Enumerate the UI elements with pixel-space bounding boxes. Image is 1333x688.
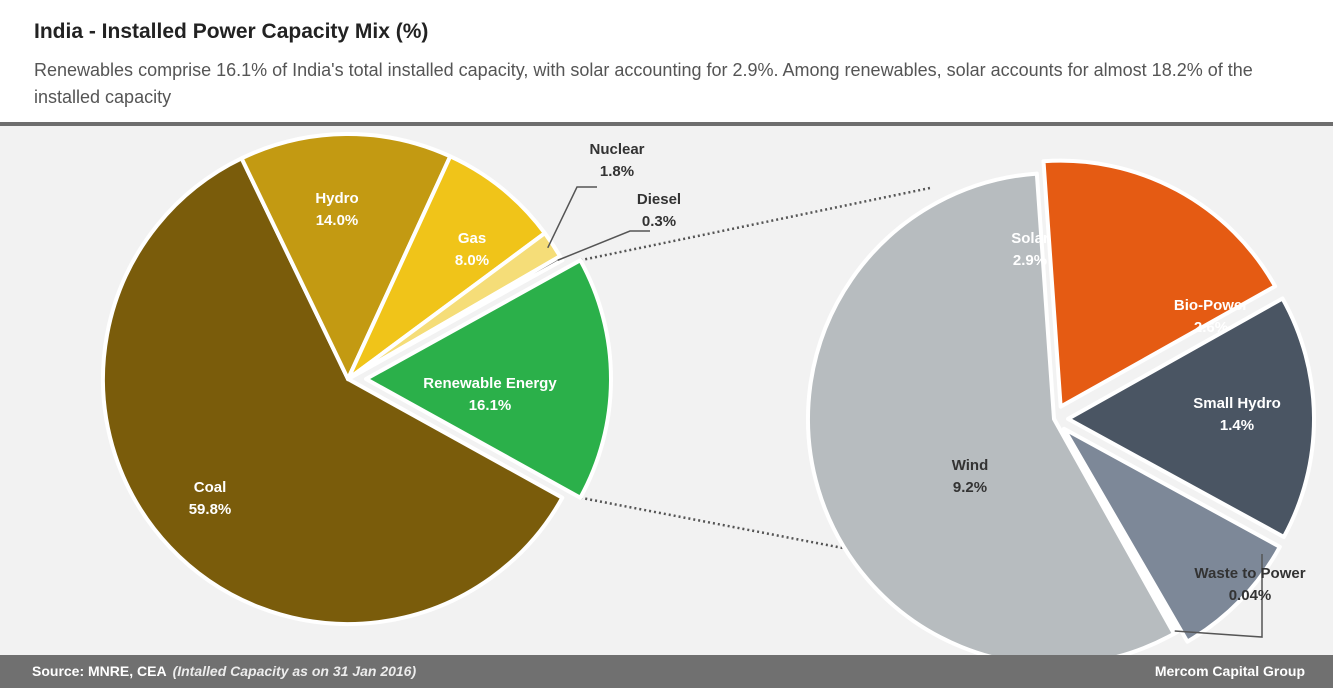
left-coal-label: Coal: [194, 479, 227, 496]
zoom-connectors: [580, 186, 1016, 583]
chart-title: India - Installed Power Capacity Mix (%): [34, 20, 429, 43]
diesel-leader-line: [557, 230, 650, 261]
right-bio-power-label: Bio-Power: [1174, 297, 1248, 314]
header-divider: [0, 122, 1333, 126]
brand-name: Mercom Capital Group: [1154, 663, 1305, 679]
left-slice-renewable-energy: [364, 258, 613, 500]
source-text: Source: MNRE, CEA (Intalled Capacity as o…: [32, 663, 416, 679]
right-wind-value: 9.2%: [953, 479, 987, 496]
right-bio-power-value: 2.6%: [1194, 319, 1228, 336]
source-note: (Intalled Capacity as on 31 Jan 2016): [172, 663, 417, 679]
left-gas-label: Gas: [458, 230, 486, 247]
right-slice-solar: [1041, 158, 1278, 409]
left-hydro-label: Hydro: [315, 190, 358, 207]
source-label: Source: MNRE, CEA: [32, 663, 167, 679]
right-small-hydro-value: 1.4%: [1220, 417, 1254, 434]
right-slice-wind: [806, 171, 1177, 655]
left-diesel-label: Diesel: [637, 191, 681, 208]
right-slice-bio-power: [1066, 296, 1317, 539]
left-nuclear-value: 1.8%: [600, 163, 634, 180]
left-hydro-value: 14.0%: [316, 212, 359, 229]
waste-to-power-leader-line: [1174, 554, 1263, 638]
right-solar-label: Solar: [1011, 230, 1049, 247]
right-waste-to-power-label: Waste to Power: [1194, 565, 1305, 582]
right-wind-label: Wind: [952, 457, 989, 474]
right-small-hydro-label: Small Hydro: [1193, 395, 1281, 412]
left-slice-gas: [346, 154, 547, 381]
right-waste-to-power-value: 0.04%: [1229, 587, 1272, 604]
left-coal-value: 59.8%: [189, 501, 232, 518]
left-nuclear-label: Nuclear: [589, 141, 644, 158]
leader-lines: [547, 186, 1263, 638]
slice-labels: Renewable Energy 16.1% Coal 59.8% Hydro 14.0%…: [189, 141, 1306, 604]
chart-footer: Source: MNRE, CEA (Intalled Capacity as o…: [0, 655, 1333, 688]
left-gas-value: 8.0%: [455, 252, 489, 269]
right-solar-value: 2.9%: [1013, 252, 1047, 269]
left-slice-coal: [101, 156, 565, 626]
renewables-breakdown-pie: [806, 158, 1317, 655]
nuclear-leader-line: [547, 186, 597, 249]
left-renewable-energy-value: 16.1%: [469, 397, 512, 414]
left-slice-hydro: [239, 132, 453, 381]
left-renewable-energy-label: Renewable Energy: [423, 375, 557, 392]
pie-charts: Renewable Energy 16.1% Coal 59.8% Hydro 14.0%…: [101, 132, 1317, 655]
right-slice-small-hydro: [1062, 426, 1282, 644]
chart-header: India - Installed Power Capacity Mix (%)…: [0, 0, 1333, 122]
chart-subtitle: Renewables comprise 16.1% of India's tot…: [34, 60, 1253, 107]
connector-bottom: [580, 496, 1016, 583]
left-diesel-value: 0.3%: [642, 213, 676, 230]
